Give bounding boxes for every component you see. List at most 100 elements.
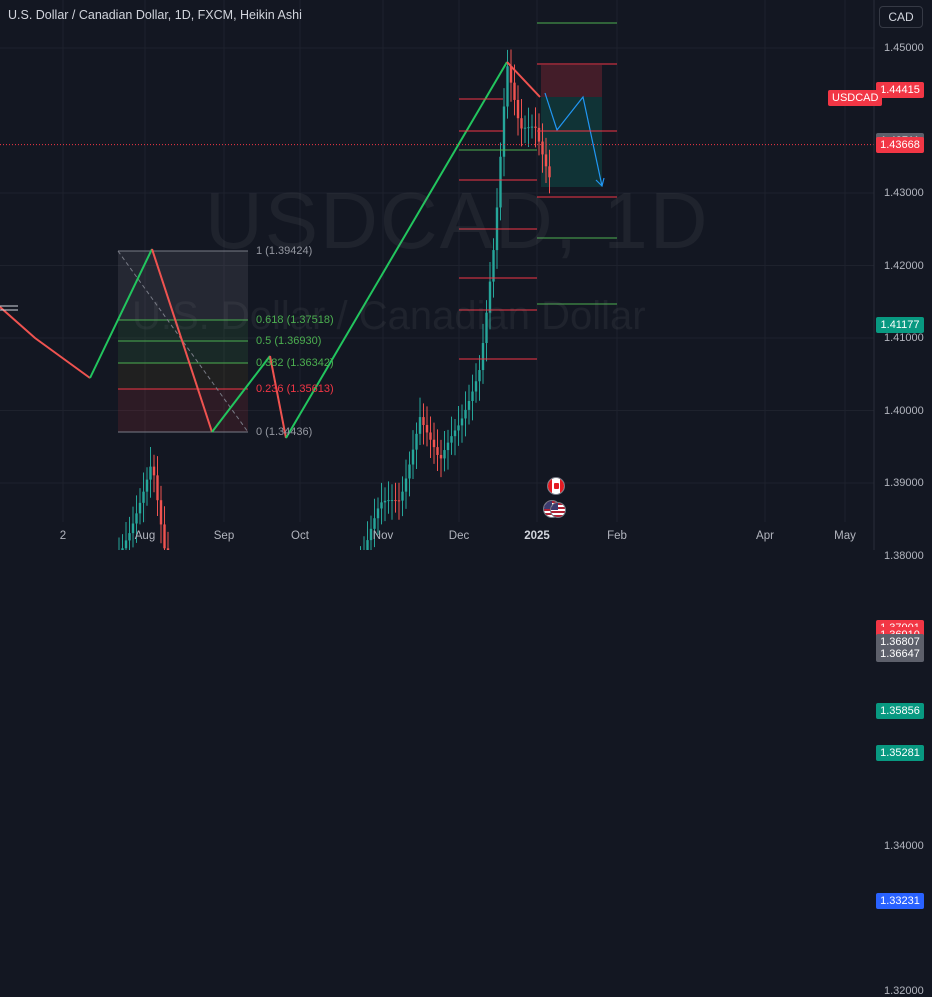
zigzag-down-leg [506,61,541,98]
canada-flag-icon[interactable] [547,477,565,495]
zigzag-lines [0,61,605,439]
candle-body [530,126,534,128]
candle-body [485,312,488,344]
candle-body [439,454,443,459]
candle-body [520,118,523,129]
candle-body [502,106,506,157]
candle-body [387,500,390,502]
fib-zone [118,389,248,432]
price-tick-label: 1.42000 [884,259,924,272]
candle-body [527,127,530,129]
candle-body [401,491,404,501]
candle-body [418,417,422,434]
candle-body [513,82,516,100]
projection-arrowhead [595,177,605,188]
zigzag-up-leg [285,61,508,439]
candle-body [481,343,485,371]
price-tick-label: 1.45000 [884,42,924,54]
candle-body [499,156,502,208]
time-axis-label: 2 [59,530,67,542]
stop-loss-zone [541,65,602,97]
candle-body [544,154,548,167]
price-tick-label: 1.32000 [884,984,924,997]
time-axis-label: Oct [291,530,309,542]
candle-body [429,432,432,440]
candle-body [394,500,397,502]
candle-body [411,449,415,465]
candle-body [149,466,152,480]
us-flag-icon[interactable] [550,502,566,518]
candle-body [446,442,450,451]
candles [118,49,551,550]
candle-body [457,425,460,431]
candle-body [145,479,149,492]
candle-body [159,500,163,525]
candle-body [467,401,471,410]
symbol-badge: USDCAD [828,90,883,106]
candle-body [408,464,411,479]
watermark-name: U.S. Dollar / Canadian Dollar [132,294,646,338]
candle-body [537,127,541,142]
chart-canvas[interactable] [0,0,932,550]
fib-level-label: 0.236 (1.35613) [256,383,334,395]
fib-level-label: 0.382 (1.36342) [256,357,334,369]
candle-body [450,436,453,443]
fib-level-label: 1 (1.39424) [256,245,313,257]
fib-level-label: 0.5 (1.36930) [256,335,322,347]
fibonacci-retracement [117,250,249,433]
zigzag-down-leg [0,306,91,379]
chart-grid [0,0,874,522]
price-badge: 1.36647 [876,645,924,662]
candle-body [474,381,478,392]
candle-body [373,518,376,529]
zigzag-down-leg [151,248,213,433]
fib-zone [118,363,248,389]
candle-body [138,502,142,514]
candle-body [453,430,457,437]
candle-body [436,447,439,455]
candle-body [464,409,467,419]
price-tick-label: 1.41000 [884,332,924,344]
candle-body [135,513,138,524]
candle-body [142,491,145,503]
candle-body [390,500,394,502]
candle-body [163,524,166,549]
time-axis-label: Feb [607,530,627,542]
zigzag-down-leg [269,355,287,439]
candle-body [369,528,373,541]
chart-title: U.S. Dollar / Canadian Dollar, 1D, FXCM,… [8,8,302,22]
fib-trend-line [117,250,249,433]
price-badge: 1.43668 [876,136,924,153]
time-axis-label: Nov [372,530,394,542]
price-tick-label: 1.38000 [884,549,924,562]
time-axis-label: Dec [448,530,470,542]
candle-body [541,141,544,155]
candle-body [509,66,513,83]
candle-body [516,99,520,119]
candle-body [404,478,408,492]
candle-body [471,391,474,402]
watermark-symbol: USDCAD, 1D [205,176,710,265]
candle-body [156,475,159,501]
candle-body [422,417,425,426]
candle-body [366,540,369,550]
time-axis-label: Apr [756,530,774,542]
price-badge: 1.41177 [876,317,924,334]
price-tick-label: 1.34000 [884,839,924,852]
overlay-lines [0,22,874,360]
currency-button[interactable]: CAD [879,6,923,28]
time-axis-label: 2025 [524,530,550,542]
fib-level-label: 0.618 (1.37518) [256,314,334,326]
candle-body [443,450,446,459]
candle-body [128,533,131,541]
projection-path [544,92,603,187]
price-badge: 1.33231 [876,893,924,910]
candle-body [506,66,509,107]
candle-body [460,418,464,426]
candle-body [380,502,383,509]
price-badge: 1.35856 [876,702,924,719]
price-badge: 1.35281 [876,744,924,761]
candle-body [397,500,401,502]
candle-body [492,250,495,282]
candle-body [383,500,387,503]
